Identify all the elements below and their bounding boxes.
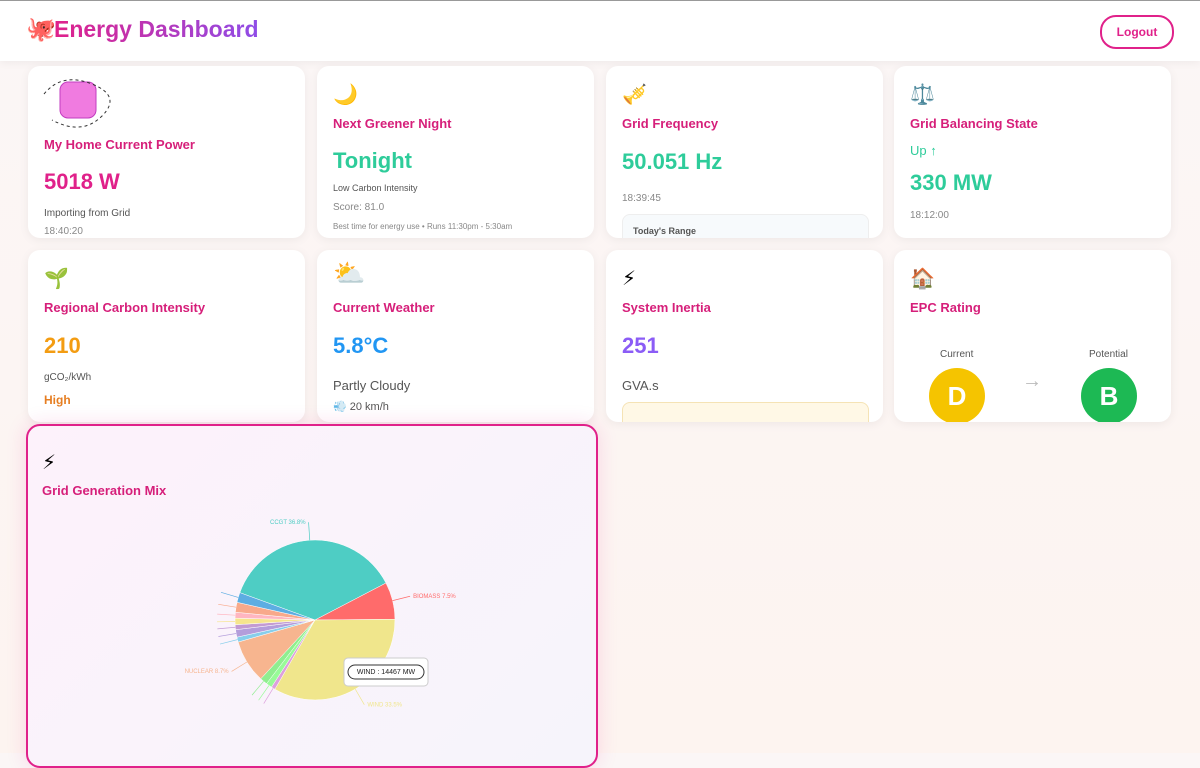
leader-line bbox=[220, 640, 237, 644]
card: 🏠 EPC Rating Current Potential D → B bbox=[894, 250, 1171, 422]
chart-card: ⚡ Grid Generation Mix CCGT 36.8%BIOMASS … bbox=[26, 424, 598, 768]
slice-label: CCGT 36.8% bbox=[270, 520, 306, 526]
card-value: Tonight bbox=[333, 148, 412, 174]
leader-line bbox=[218, 604, 236, 607]
home-icon bbox=[42, 76, 122, 136]
epc-arrow: → bbox=[1022, 370, 1042, 393]
tooltip-text: WIND : 14467 MW bbox=[357, 669, 416, 676]
card-title: My Home Current Power bbox=[44, 137, 195, 152]
leader-line bbox=[252, 681, 264, 695]
card-title: EPC Rating bbox=[910, 300, 981, 315]
card-icon: 🌱 bbox=[44, 266, 69, 291]
card: ⚡ System Inertia 251 GVA.s bbox=[606, 250, 883, 422]
card-icon: 🌙 bbox=[333, 82, 358, 107]
leader-line bbox=[217, 614, 235, 615]
card-unit: gCO₂/kWh bbox=[44, 372, 91, 383]
epc-potential: B bbox=[1081, 368, 1137, 422]
epc-label: Potential bbox=[1089, 349, 1128, 360]
card-icon: ⚖️ bbox=[910, 82, 935, 107]
logout-button[interactable]: Logout bbox=[1100, 15, 1174, 49]
card-value: 5.8°C bbox=[333, 333, 388, 359]
card-title: Next Greener Night bbox=[333, 116, 451, 131]
card-time: 18:39:45 bbox=[622, 193, 661, 204]
tooltip: WIND : 14467 MW bbox=[344, 658, 428, 686]
card-value: 50.051 Hz bbox=[622, 149, 722, 175]
card-title: Grid Frequency bbox=[622, 116, 718, 131]
card-value: 5018 W bbox=[44, 169, 120, 195]
card-title: Regional Carbon Intensity bbox=[44, 300, 205, 315]
card-title: Grid Balancing State bbox=[910, 116, 1038, 131]
card: ⛅ Current Weather 5.8°C Partly Cloudy 💨 … bbox=[317, 250, 594, 422]
range-title: Today's Range bbox=[633, 226, 696, 236]
card-text: Low Carbon Intensity bbox=[333, 183, 418, 193]
card-time: 18:12:00 bbox=[910, 210, 949, 221]
card: ⚖️ Grid Balancing State Up ↑ 330 MW 18:1… bbox=[894, 66, 1171, 238]
card-text: Score: 81.0 bbox=[333, 202, 384, 213]
slice-label: NUCLEAR 8.7% bbox=[185, 669, 230, 675]
card-value: 330 MW bbox=[910, 170, 992, 196]
leader-line bbox=[393, 596, 410, 600]
card-value: 251 bbox=[622, 333, 659, 359]
epc-label: Current bbox=[940, 349, 973, 360]
card-time: 18:40:20 bbox=[44, 226, 83, 237]
icon-shape bbox=[60, 82, 96, 118]
card-level: High bbox=[44, 393, 71, 407]
card-text: Partly Cloudy bbox=[333, 378, 410, 393]
card: 🌱 Regional Carbon Intensity 210 gCO₂/kWh… bbox=[28, 250, 305, 422]
card-icon: 🎺 bbox=[622, 82, 647, 107]
card-unit: GVA.s bbox=[622, 378, 659, 393]
leader-line bbox=[309, 522, 310, 540]
info-panel bbox=[622, 402, 869, 422]
slice-label: BIOMASS 7.5% bbox=[413, 594, 456, 600]
app-title: Energy Dashboard bbox=[54, 16, 259, 43]
epc-current: D bbox=[929, 368, 985, 422]
leader-line bbox=[217, 627, 235, 629]
leader-line bbox=[232, 662, 247, 671]
logo: 🐙 bbox=[26, 15, 56, 44]
leader-line bbox=[221, 592, 238, 597]
card-icon: ⚡ bbox=[622, 266, 636, 291]
card-icon: 🏠 bbox=[910, 266, 935, 291]
card-status: Up ↑ bbox=[910, 143, 937, 158]
leader-line bbox=[355, 689, 364, 705]
card-title: System Inertia bbox=[622, 300, 711, 315]
card-title: Current Weather bbox=[333, 300, 435, 315]
header: 🐙 Energy Dashboard Logout bbox=[0, 0, 1200, 61]
slice-label: WIND 33.5% bbox=[367, 702, 402, 708]
pie-chart: CCGT 36.8% BIOMASS 7.5% WIND 33.5% NUCLEAR … bbox=[28, 426, 596, 766]
card-value: 210 bbox=[44, 333, 81, 359]
leader-line bbox=[218, 633, 236, 636]
card: 🌙 Next Greener Night Tonight Low Carbon … bbox=[317, 66, 594, 238]
card-text: 💨 20 km/h bbox=[333, 400, 389, 413]
card: My Home Current Power 5018 W Importing f… bbox=[28, 66, 305, 238]
card-icon: ⛅ bbox=[333, 258, 365, 289]
card-text: Best time for energy use • Runs 11:30pm … bbox=[333, 222, 512, 231]
card-text: Importing from Grid bbox=[44, 208, 130, 219]
card: 🎺 Grid Frequency 50.051 Hz 18:39:45 Toda… bbox=[606, 66, 883, 238]
